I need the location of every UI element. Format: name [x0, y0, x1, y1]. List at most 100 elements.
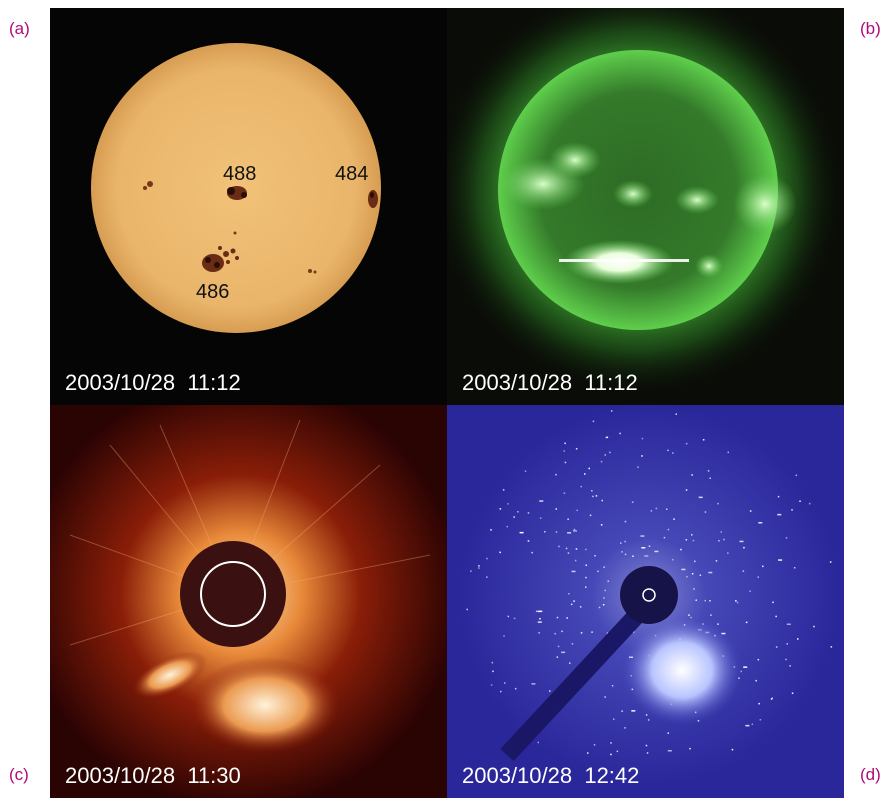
star-speck — [556, 616, 559, 619]
star-speck — [591, 631, 593, 633]
star-speck — [490, 684, 493, 686]
star-speck — [667, 732, 669, 734]
star-speck — [624, 727, 626, 729]
star-speck — [507, 615, 510, 618]
star-speck — [538, 610, 543, 613]
star-speck — [685, 489, 688, 491]
star-speck — [535, 610, 540, 613]
star-speck — [673, 518, 675, 520]
star-speck — [609, 451, 611, 454]
star-speck — [667, 750, 672, 752]
star-speck — [585, 586, 587, 588]
star-speck — [686, 576, 688, 578]
star-speck — [727, 552, 729, 554]
star-speck — [667, 528, 670, 531]
star-speck — [770, 698, 773, 700]
star-speck — [695, 599, 697, 601]
star-speck — [527, 540, 530, 542]
star-speck — [558, 545, 560, 548]
star-speck — [561, 651, 566, 654]
star-speck — [604, 696, 606, 698]
star-speck — [568, 593, 570, 595]
star-speck — [600, 460, 603, 463]
sunspot-small — [143, 181, 317, 274]
star-speck — [507, 503, 509, 505]
star-speck — [470, 570, 472, 572]
star-speck — [604, 454, 606, 456]
star-speck — [704, 599, 706, 602]
cme-loop — [190, 657, 340, 753]
star-speck — [500, 690, 502, 693]
timestamp-c: 2003/10/28 11:30 — [65, 763, 241, 788]
star-speck — [589, 514, 592, 517]
star-speck — [610, 742, 612, 744]
star-speck — [580, 632, 583, 634]
star-speck — [689, 747, 691, 750]
star-speck — [785, 537, 788, 539]
star-speck — [688, 614, 690, 616]
star-speck — [486, 557, 488, 560]
star-speck — [573, 528, 576, 531]
star-speck — [579, 606, 582, 608]
star-speck — [555, 531, 558, 533]
panel-white-light-sun: 488 484 486 2003/10/28 11:12 — [50, 8, 447, 405]
star-speck — [775, 646, 778, 648]
star-speck — [777, 495, 780, 498]
star-speck — [478, 567, 480, 569]
star-speck — [624, 540, 626, 543]
star-speck — [757, 576, 759, 578]
coronagraph-red-image — [50, 405, 447, 798]
star-speck — [566, 617, 568, 619]
star-speck — [644, 555, 649, 557]
euv-active-regions — [501, 142, 797, 278]
star-speck — [624, 553, 627, 556]
star-speck — [517, 511, 519, 513]
panel-letter-d: (d) — [860, 765, 881, 784]
panel-letter-a: (a) — [9, 19, 30, 38]
star-speck — [569, 662, 571, 664]
star-speck — [758, 522, 763, 524]
star-speck — [466, 608, 468, 611]
star-speck — [672, 559, 674, 561]
star-speck — [666, 508, 668, 510]
star-speck — [554, 632, 556, 635]
star-speck — [504, 682, 506, 684]
star-speck — [692, 539, 695, 542]
star-speck — [607, 580, 609, 582]
star-speck — [709, 477, 711, 479]
occulter-pylon — [500, 608, 644, 762]
star-speck — [575, 548, 578, 550]
star-speck — [606, 436, 609, 439]
star-speck — [672, 452, 674, 454]
star-speck — [564, 442, 566, 445]
star-speck — [506, 525, 508, 528]
star-speck — [539, 500, 544, 502]
star-speck — [606, 632, 609, 634]
star-speck — [513, 516, 515, 518]
star-speck — [785, 658, 787, 661]
star-speck — [621, 551, 623, 553]
star-speck — [539, 618, 541, 620]
star-speck — [758, 702, 760, 705]
star-speck — [519, 531, 524, 534]
star-speck — [524, 470, 527, 472]
star-speck — [791, 509, 793, 511]
star-speck — [486, 576, 488, 578]
star-speck — [597, 570, 599, 573]
star-speck — [571, 643, 574, 645]
star-speck — [640, 535, 645, 537]
star-speck — [621, 710, 623, 712]
star-speck — [620, 542, 622, 544]
star-speck — [502, 489, 505, 491]
star-speck — [544, 531, 546, 533]
star-speck — [598, 606, 601, 609]
timestamp-a: 2003/10/28 11:12 — [65, 370, 241, 395]
star-speck — [745, 621, 748, 624]
occulting-disk — [180, 541, 286, 647]
star-speck — [707, 470, 710, 472]
star-speck — [757, 658, 760, 661]
star-speck — [594, 555, 596, 557]
star-speck — [751, 723, 754, 725]
star-speck — [567, 518, 569, 520]
star-speck — [745, 724, 750, 727]
